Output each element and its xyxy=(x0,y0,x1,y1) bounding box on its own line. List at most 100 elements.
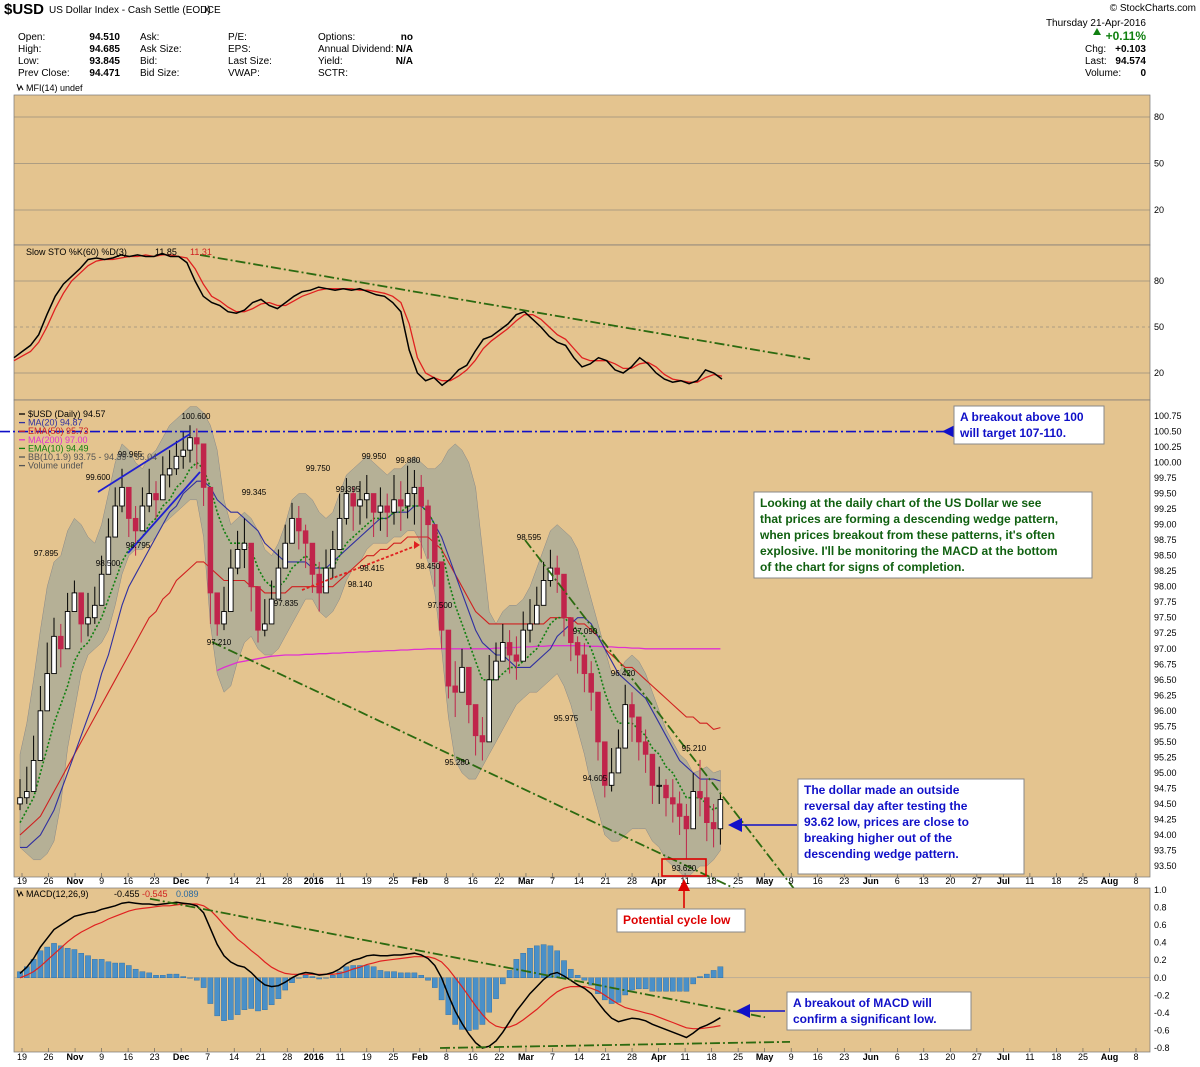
price-label: 97.500 xyxy=(428,601,453,610)
x-tick-label: Jul xyxy=(997,876,1010,886)
candle-body xyxy=(574,642,581,656)
macd-histogram-bar xyxy=(425,977,431,981)
x-tick-label: 21 xyxy=(601,1052,611,1062)
x-tick-label: 16 xyxy=(123,876,133,886)
candle-body xyxy=(241,542,248,550)
x-tick-label: 8 xyxy=(1133,1052,1138,1062)
macd-histogram-bar xyxy=(581,977,588,981)
x-tick-label: 20 xyxy=(945,876,955,886)
x-tick-label: 21 xyxy=(601,876,611,886)
macd-histogram-bar xyxy=(200,977,207,988)
macd-histogram-bar xyxy=(404,972,411,978)
annotation-layer: A breakout above 100 will target 107-110.… xyxy=(616,405,1105,1031)
macd-histogram-bar xyxy=(159,975,166,978)
panel-background xyxy=(13,94,1151,246)
candle-body xyxy=(697,791,703,799)
x-tick-label: Jul xyxy=(997,1052,1010,1062)
x-tick-label: 25 xyxy=(1078,1052,1088,1062)
x-tick-label: 25 xyxy=(388,1052,398,1062)
price-legend-item: BB(10,1.9) 93.75 - 94.39 - 95.04 xyxy=(28,452,157,462)
x-tick-label: 16 xyxy=(468,876,478,886)
candle-body xyxy=(350,493,356,507)
candle-body xyxy=(466,666,472,706)
x-tick-label: 11 xyxy=(680,1052,689,1062)
y-tick-label: 20 xyxy=(1154,368,1164,378)
macd-histogram-bar xyxy=(608,977,615,1004)
x-tick-label: Feb xyxy=(412,876,429,886)
macd-histogram-bar xyxy=(302,975,309,978)
candle-body xyxy=(411,486,418,495)
x-tick-label: 14 xyxy=(229,1052,239,1062)
price-label: 98.450 xyxy=(416,562,441,571)
macd-histogram-bar xyxy=(697,976,703,978)
field-label: Ask: xyxy=(140,32,159,43)
x-tick-label: 20 xyxy=(945,1052,955,1062)
y-tick-label: 97.25 xyxy=(1154,628,1177,638)
candle-body xyxy=(194,437,200,445)
stochastic-trendline xyxy=(199,254,811,361)
x-tick-label: 16 xyxy=(468,1052,478,1062)
candle-body xyxy=(581,654,588,675)
candle-body xyxy=(71,592,78,612)
macd-histogram-bar xyxy=(459,977,465,1030)
x-tick-label: 16 xyxy=(813,876,823,886)
candle-body xyxy=(357,499,363,507)
candle-body xyxy=(425,505,431,526)
macd-histogram-bar xyxy=(377,970,384,978)
candle-body xyxy=(343,493,350,519)
x-tick-label: 28 xyxy=(627,876,637,886)
candle-body xyxy=(255,586,261,631)
x-tick-label: Jun xyxy=(863,876,879,886)
candle-body xyxy=(262,623,268,631)
y-tick-label: 50 xyxy=(1154,322,1164,332)
macd-histogram-bar xyxy=(98,959,105,978)
mfi-legend-icon xyxy=(16,83,24,92)
macd-histogram-bar xyxy=(105,961,112,978)
macd-histogram-bar xyxy=(85,955,91,978)
macd-histogram-bar xyxy=(513,959,520,978)
candle-body xyxy=(534,604,540,625)
macd-histogram-bar xyxy=(214,977,221,1017)
stat-value: 94.471 xyxy=(89,68,120,79)
y-tick-label: 95.00 xyxy=(1154,768,1177,778)
y-tick-label: 1.0 xyxy=(1154,885,1167,895)
x-tick-label: Nov xyxy=(67,876,84,886)
y-tick-label: 100.75 xyxy=(1154,411,1182,421)
y-tick-label: 97.50 xyxy=(1154,613,1177,623)
y-tick-label: 99.75 xyxy=(1154,473,1177,483)
x-tick-label: 21 xyxy=(256,876,266,886)
price-label: 100.600 xyxy=(182,412,211,421)
reversal-annotation-line: breaking higher out of the xyxy=(804,831,952,845)
candle-body xyxy=(595,691,601,743)
macd-histogram-bar xyxy=(506,970,513,978)
macd-histogram-bar xyxy=(391,971,397,978)
macd-histogram-bar xyxy=(357,965,363,978)
macd-histogram-bar xyxy=(125,965,132,978)
candle-body xyxy=(160,474,166,501)
candle-body xyxy=(445,629,452,687)
x-tick-label: 7 xyxy=(205,876,210,886)
field-label: Yield: xyxy=(318,56,343,67)
red-arrow-icon xyxy=(414,541,420,549)
candle-body xyxy=(105,536,112,575)
price-label: 97.210 xyxy=(207,638,232,647)
x-tick-label: 26 xyxy=(44,1052,54,1062)
field-value: no xyxy=(401,32,413,43)
x-tick-label: 19 xyxy=(17,876,27,886)
candle-body xyxy=(500,642,506,662)
x-tick-label: 2016 xyxy=(304,1052,324,1062)
x-tick-label: 11 xyxy=(1025,876,1034,886)
price-legend-item: MA(20) 94.87 xyxy=(28,418,83,428)
macd-legend-hist: 0.089 xyxy=(176,889,199,899)
price-label: 95.210 xyxy=(682,744,707,753)
cycle-low-arrow-icon xyxy=(678,879,690,891)
axis-layer: 19 19 26 26 Nov Nov 9 9 16 16 23 23 Dec Dec 7 7 14 14 21 21… xyxy=(17,873,1139,1062)
stat-label: High: xyxy=(18,44,41,55)
candle-body xyxy=(690,791,696,830)
macd-histogram-bar xyxy=(384,971,391,978)
macd-histogram-bar xyxy=(78,953,84,978)
price-label: 99.950 xyxy=(362,452,387,461)
candle-body xyxy=(309,542,316,575)
x-tick-label: 18 xyxy=(1051,1052,1061,1062)
